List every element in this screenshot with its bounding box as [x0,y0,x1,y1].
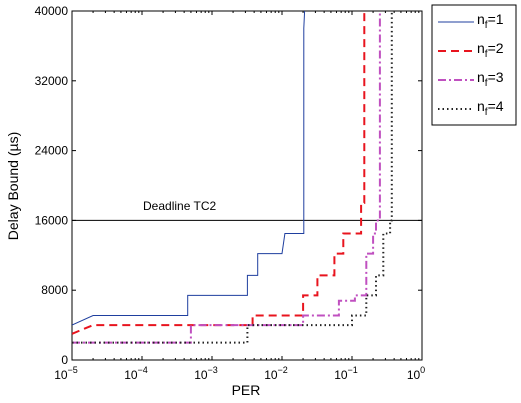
x-axis-label: PER [232,382,261,398]
y-tick-label: 24000 [35,144,69,158]
series-group [72,11,393,344]
x-tick-label: 10−1 [334,365,358,382]
y-tick-label: 40000 [35,4,69,18]
legend-box [431,4,517,126]
legend-label-1: nf=1 [477,11,504,31]
legend-label-2: nf=2 [477,40,504,60]
series-line-4 [72,11,393,344]
x-tick-label: 10−5 [54,365,78,382]
x-tick-label: 10−4 [124,365,148,382]
plot-area [71,10,423,361]
y-tick-label: 16000 [35,213,69,227]
deadline-label: Deadline TC2 [143,199,216,213]
y-tick-label: 8000 [41,283,68,297]
y-tick-label: 32000 [35,74,69,88]
legend: nf=1 nf=2 nf=3 nf=4 [431,4,517,126]
x-tick-label: 10−2 [264,365,288,382]
series-line-3 [72,11,381,344]
x-tick-label: 100 [407,365,425,382]
legend-label-3: nf=3 [477,69,504,89]
y-tick-label: 0 [61,353,68,367]
series-line-2 [72,11,366,335]
y-axis-label: Delay Bound (µs) [5,132,21,240]
axes-box [71,10,423,361]
legend-label-4: nf=4 [477,98,504,118]
x-tick-label: 10−3 [194,365,218,382]
axis-ticks: 0 8000 16000 24000 32000 40000 10−5 10−4 10−3 10−… [35,4,426,382]
series-line-1 [72,11,306,326]
